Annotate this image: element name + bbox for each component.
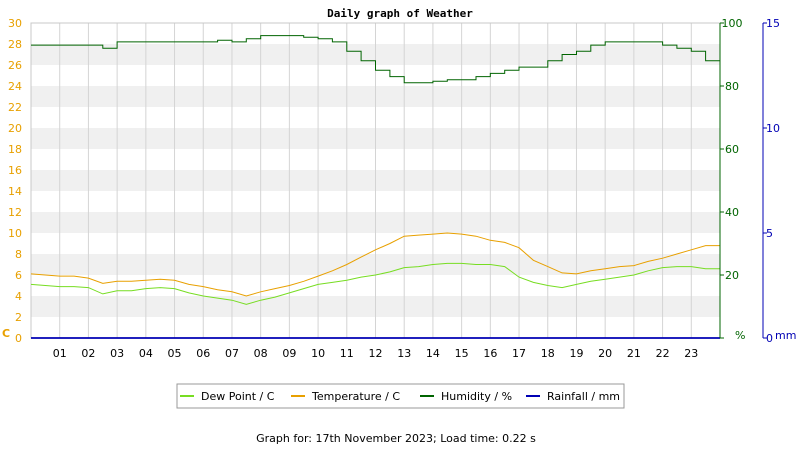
legend: Dew Point / C Temperature / C Humidity / %… — [176, 383, 625, 409]
temperature-series-line — [30, 232, 720, 297]
x-tick-label: 17 — [512, 347, 526, 360]
temp-axis-tick-label: 8 — [15, 248, 22, 261]
legend-label-humidity: Humidity / % — [441, 390, 512, 403]
humidity-series-line — [31, 35, 721, 84]
x-tick-label: 18 — [541, 347, 555, 360]
x-tick-label: 03 — [110, 347, 124, 360]
vertical-gridlines — [59, 23, 692, 338]
x-tick-label: 11 — [340, 347, 354, 360]
x-tick-label: 20 — [598, 347, 612, 360]
legend-box — [176, 383, 625, 409]
humidity-axis-tick-label: 20 — [725, 269, 739, 282]
temp-axis-tick-label: 6 — [15, 269, 22, 282]
x-tick-label: 05 — [168, 347, 182, 360]
temp-axis-tick-label: 20 — [8, 122, 22, 135]
x-tick-label: 09 — [282, 347, 296, 360]
axes-layer: 01 02 03 04 05 06 07 08 09 10 11 12 13 14 15 16 17 18 19 20… — [2, 17, 796, 360]
rain-axis-tick-label: 5 — [766, 227, 773, 240]
dew-point-series-line — [30, 262, 720, 305]
rain-axis-unit: mm — [775, 329, 796, 342]
temp-axis-tick-label: 2 — [15, 311, 22, 324]
temp-axis-tick-label: 18 — [8, 143, 22, 156]
rain-axis-tick-label: 0 — [766, 332, 773, 345]
x-tick-label: 15 — [455, 347, 469, 360]
humidity-axis-unit: % — [735, 329, 745, 342]
temp-axis-tick-label: 22 — [8, 101, 22, 114]
temp-axis-tick-label: 4 — [15, 290, 22, 303]
footer-status-text: Graph for: 17th November 2023; Load time… — [256, 432, 536, 445]
humidity-axis-tick-label: 60 — [725, 143, 739, 156]
humidity-axis-tick-label: 80 — [725, 80, 739, 93]
temp-axis-tick-label: 28 — [8, 38, 22, 51]
legend-label-temperature: Temperature / C — [311, 390, 400, 403]
temp-axis-tick-label: 12 — [8, 206, 22, 219]
x-tick-label: 08 — [254, 347, 268, 360]
x-tick-label: 22 — [656, 347, 670, 360]
temp-axis-tick-label: 10 — [8, 227, 22, 240]
x-tick-label: 02 — [81, 347, 95, 360]
x-tick-label: 14 — [426, 347, 440, 360]
x-tick-label: 19 — [569, 347, 583, 360]
legend-label-dew-point: Dew Point / C — [201, 390, 275, 403]
temp-axis-tick-label: 24 — [8, 80, 22, 93]
temp-axis-unit: C — [2, 327, 10, 340]
temp-axis-tick-label: 14 — [8, 185, 22, 198]
x-tick-label: 04 — [139, 347, 153, 360]
x-tick-label: 06 — [196, 347, 210, 360]
humidity-axis-tick-label: 40 — [725, 206, 739, 219]
x-tick-label: 16 — [483, 347, 497, 360]
temp-axis-tick-label: 16 — [8, 164, 22, 177]
humidity-axis-tick-label: 100 — [722, 17, 743, 30]
rain-axis-tick-label: 10 — [766, 122, 780, 135]
x-tick-label: 12 — [369, 347, 383, 360]
x-tick-label: 23 — [684, 347, 698, 360]
chart-title: Daily graph of Weather — [327, 7, 473, 20]
temp-axis-tick-label: 26 — [8, 59, 22, 72]
rain-axis-tick-label: 15 — [766, 17, 780, 30]
x-tick-label: 21 — [627, 347, 641, 360]
temp-axis-tick-label: 0 — [15, 332, 22, 345]
x-tick-label: 07 — [225, 347, 239, 360]
x-tick-label: 01 — [53, 347, 67, 360]
legend-label-rainfall: Rainfall / mm — [547, 390, 620, 403]
x-tick-label: 10 — [311, 347, 325, 360]
temp-axis-tick-label: 30 — [8, 17, 22, 30]
x-tick-label: 13 — [397, 347, 411, 360]
